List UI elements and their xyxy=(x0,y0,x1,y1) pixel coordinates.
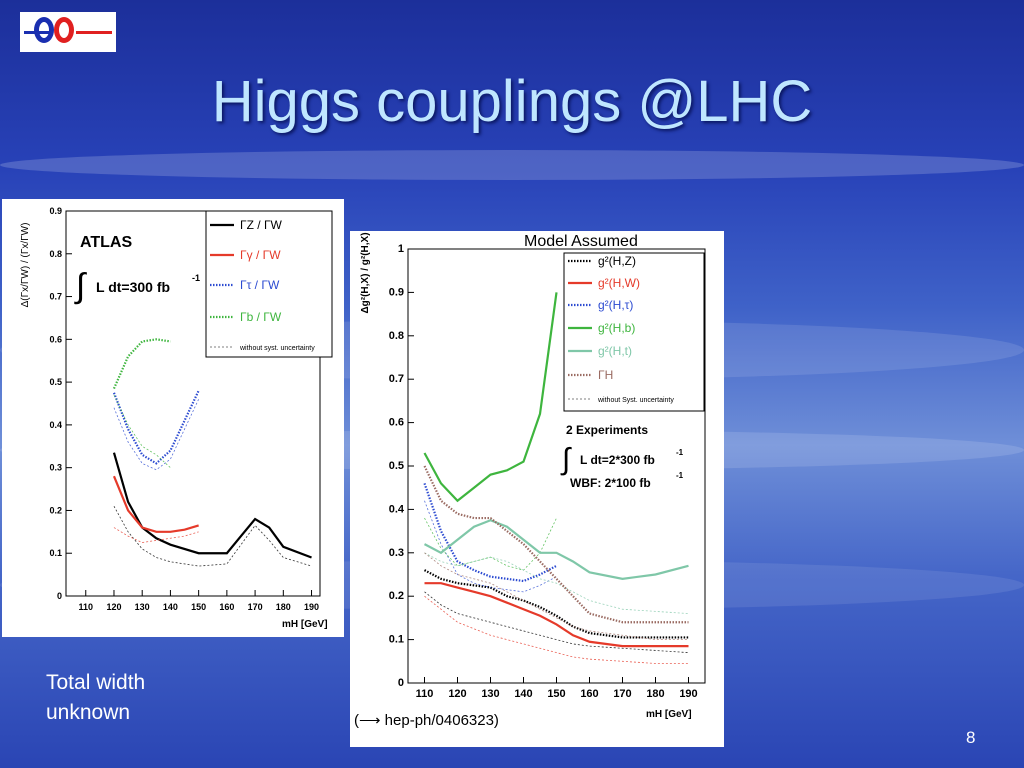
y-tick-label: 0.3 xyxy=(389,547,404,559)
x-tick-label: 120 xyxy=(448,688,466,700)
y-tick-label: 0.1 xyxy=(49,548,62,558)
series-line xyxy=(112,338,171,389)
series-line xyxy=(423,465,689,624)
chart-panel-left: 0 0.1 0.2 0.3 0.4 0.5 0.6 0.7 0.8 0.9 110 120 130 140… xyxy=(2,199,344,637)
x-tick-label: 110 xyxy=(416,688,434,700)
y-tick-label: 0.4 xyxy=(389,503,405,515)
slide-title: Higgs couplings @LHC xyxy=(211,69,813,134)
x-axis-label: mH [GeV] xyxy=(646,709,692,720)
legend-entry: ΓH xyxy=(598,368,613,382)
reference-label: (⟶ hep-ph/0406323) xyxy=(354,712,499,729)
x-tick-label: 180 xyxy=(646,688,664,700)
y-tick-label: 0.9 xyxy=(389,286,404,298)
legend-box xyxy=(563,252,705,412)
x-tick-label: 150 xyxy=(191,602,206,612)
experiment-label: ATLAS xyxy=(80,234,132,251)
y-tick-label: 1 xyxy=(398,243,404,255)
y-tick-label: 0.6 xyxy=(49,334,62,344)
legend-no-syst-label: without Syst. uncertainty xyxy=(597,397,674,404)
lumi-exponent: -1 xyxy=(676,448,684,457)
legend-entry: Γτ / ΓW xyxy=(240,278,280,292)
y-tick-label: 0.9 xyxy=(49,206,62,216)
chart-right: 0 0.1 0.2 0.3 0.4 0.5 0.6 0.7 0.8 0.9 1 110 120 130 14… xyxy=(354,232,706,729)
series-line-no-syst xyxy=(113,399,200,471)
total-width-note: Total width unknown xyxy=(46,668,145,728)
x-tick-label: 150 xyxy=(547,688,565,700)
chart-panel-right: 0 0.1 0.2 0.3 0.4 0.5 0.6 0.7 0.8 0.9 1 110 120 130 14… xyxy=(350,231,724,747)
x-tick-label: 190 xyxy=(304,602,319,612)
x-tick-label: 120 xyxy=(106,602,121,612)
legend-box xyxy=(205,210,333,358)
y-axis-label: Δ(Γx/ΓW) / (Γx/ΓW) xyxy=(20,223,31,308)
y-tick-label: 0 xyxy=(57,591,62,601)
integral-sign: ∫ xyxy=(74,267,87,305)
series-line-no-syst xyxy=(113,527,199,543)
series-line xyxy=(423,292,558,503)
note-line-2: unknown xyxy=(46,701,131,724)
experiments-label: 2 Experiments xyxy=(566,423,648,437)
y-tick-label: 0.7 xyxy=(49,292,62,302)
y-tick-label: 0.2 xyxy=(389,590,404,602)
x-tick-label: 160 xyxy=(580,688,598,700)
note-line-1: Total width xyxy=(46,671,146,694)
series-line xyxy=(112,475,199,533)
lumi-exponent: -1 xyxy=(192,273,200,283)
x-tick-label: 130 xyxy=(481,688,499,700)
x-tick-label: 180 xyxy=(276,602,291,612)
y-tick-label: 0.1 xyxy=(389,634,404,646)
legend-entry: g²(H,b) xyxy=(598,321,635,335)
legend-entry: Γb / ΓW xyxy=(240,310,282,324)
series-line xyxy=(112,390,200,465)
y-tick-label: 0 xyxy=(398,677,404,689)
x-tick-label: 110 xyxy=(78,602,93,612)
series-line-no-syst xyxy=(424,500,557,593)
logo xyxy=(20,12,116,52)
y-tick-label: 0.6 xyxy=(389,417,404,429)
legend-entry: g²(H,τ) xyxy=(598,298,633,312)
page-number: 8 xyxy=(966,728,976,747)
legend-entry: Γγ / ΓW xyxy=(240,248,281,262)
wbf-exponent: -1 xyxy=(676,471,684,480)
y-tick-label: 0.3 xyxy=(49,463,62,473)
series-line-no-syst xyxy=(424,591,689,654)
series-line xyxy=(423,519,689,580)
x-tick-label: 130 xyxy=(135,602,150,612)
x-tick-label: 170 xyxy=(248,602,263,612)
y-tick-label: 0.5 xyxy=(49,377,62,387)
y-tick-label: 0.7 xyxy=(389,373,404,385)
x-tick-label: 140 xyxy=(514,688,532,700)
y-tick-label: 0.8 xyxy=(49,249,62,259)
chart-left: 0 0.1 0.2 0.3 0.4 0.5 0.6 0.7 0.8 0.9 110 120 130 140… xyxy=(20,206,333,630)
y-axis-label: Δg²(H,X) / g²(H,X) xyxy=(360,232,371,313)
series-line-no-syst xyxy=(424,552,689,641)
model-assumed-header: Model Assumed xyxy=(524,233,638,250)
legend-entry: g²(H,Z) xyxy=(598,254,636,268)
legend-entry: ΓZ / ΓW xyxy=(240,218,283,232)
y-tick-label: 0.2 xyxy=(49,505,62,515)
series-line-no-syst xyxy=(424,595,689,664)
plot-frame xyxy=(65,210,321,597)
series-line-no-syst xyxy=(113,394,171,468)
wbf-label: WBF: 2*100 fb xyxy=(570,476,651,490)
background-streak xyxy=(0,150,1024,180)
series-line xyxy=(112,452,312,559)
lumi-label: L dt=300 fb xyxy=(96,279,170,295)
x-tick-label: 170 xyxy=(613,688,631,700)
integral-sign: ∫ xyxy=(560,443,572,476)
lumi-label: L dt=2*300 fb xyxy=(580,453,655,467)
y-tick-label: 0.5 xyxy=(389,460,404,472)
x-tick-label: 160 xyxy=(219,602,234,612)
legend-entry: g²(H,t) xyxy=(598,344,632,358)
legend-entry: g²(H,W) xyxy=(598,276,640,290)
y-tick-label: 0.8 xyxy=(389,330,404,342)
series-line xyxy=(424,582,689,648)
legend-no-syst-label: without syst. uncertainty xyxy=(239,345,315,352)
y-tick-label: 0.4 xyxy=(49,420,62,430)
series-line-no-syst xyxy=(424,517,557,571)
x-tick-label: 140 xyxy=(163,602,178,612)
x-axis-label: mH [GeV] xyxy=(282,619,328,630)
x-tick-label: 190 xyxy=(679,688,697,700)
series-line xyxy=(423,483,558,583)
series-line-no-syst xyxy=(113,505,312,567)
